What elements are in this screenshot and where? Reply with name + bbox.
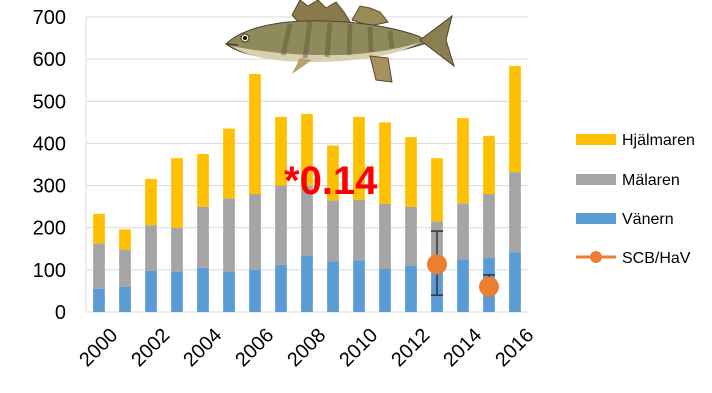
y-tick-label-600: 600 [33, 49, 66, 71]
bar-vänern-2011 [379, 269, 391, 312]
bar-vänern-2014 [457, 259, 469, 312]
bar-hjälmaren-2015 [483, 135, 495, 194]
bar-hjälmaren-2000 [93, 213, 105, 244]
bar-mälaren-2014 [457, 203, 469, 260]
bar-vänern-2003 [171, 271, 183, 312]
x-axis: 2000 2002 2004 2006 2008 2010 2012 2014 2016 [75, 324, 538, 371]
x-tick-label-2012: 2012 [387, 324, 434, 371]
x-tick-label-2004: 2004 [179, 324, 226, 371]
bar-mälaren-2007 [275, 185, 287, 265]
bar-vänern-2004 [197, 267, 209, 312]
bar-vänern-2002 [145, 270, 157, 312]
y-axis: 0 100 200 300 400 500 600 700 [33, 7, 87, 324]
bar-mälaren-2016 [509, 172, 521, 253]
bar-vänern-2012 [405, 265, 417, 312]
annotation-text: *0.14 [284, 159, 378, 203]
y-tick-label-100: 100 [33, 260, 66, 282]
bar-hjälmaren-2002 [145, 178, 157, 226]
bar-mälaren-2003 [171, 227, 183, 272]
bar-mälaren-2008 [301, 185, 313, 256]
bar-hjälmaren-2013 [431, 158, 443, 222]
bar-vänern-2006 [249, 269, 261, 312]
legend-label-hjalmaren: Hjälmaren [622, 132, 695, 149]
legend-swatch-hjalmaren [576, 134, 616, 145]
legend-label-scb-hav: SCB/HaV [622, 250, 691, 267]
legend-item-scb-hav: SCB/HaV [576, 250, 691, 267]
point-scb-hav-2015 [479, 276, 499, 297]
zander-fish-icon [225, 0, 455, 83]
bar-mälaren-2000 [93, 243, 105, 289]
bar-hjälmaren-2010 [353, 116, 365, 200]
bar-vänern-2007 [275, 264, 287, 312]
bar-mälaren-2001 [119, 249, 131, 287]
bar-mälaren-2004 [197, 206, 209, 268]
legend-marker-scb-hav [590, 251, 602, 263]
legend-swatch-malaren [576, 174, 616, 185]
x-tick-label-2010: 2010 [335, 324, 382, 371]
bars [93, 65, 521, 312]
y-tick-label-200: 200 [33, 218, 66, 240]
bar-vänern-2005 [223, 271, 235, 312]
bar-hjälmaren-2005 [223, 128, 235, 199]
bar-hjälmaren-2014 [457, 118, 469, 204]
y-tick-label-500: 500 [33, 91, 66, 113]
x-tick-label-2002: 2002 [127, 324, 174, 371]
bar-mälaren-2005 [223, 198, 235, 272]
bar-hjälmaren-2004 [197, 153, 209, 207]
bar-hjälmaren-2009 [327, 145, 339, 201]
bar-mälaren-2012 [405, 206, 417, 266]
legend-item-vanern: Vänern [576, 211, 674, 228]
bar-vänern-2001 [119, 286, 131, 312]
bar-hjälmaren-2001 [119, 229, 131, 250]
bar-mälaren-2009 [327, 200, 339, 262]
scb-hav-points [427, 230, 499, 297]
bar-hjälmaren-2011 [379, 122, 391, 204]
bar-mälaren-2010 [353, 199, 365, 261]
bar-hjälmaren-2008 [301, 113, 313, 186]
bar-hjälmaren-2006 [249, 73, 261, 194]
legend: Hjälmaren Mälaren Vänern SCB/HaV [576, 132, 695, 267]
y-tick-label-400: 400 [33, 133, 66, 155]
bar-mälaren-2011 [379, 203, 391, 270]
legend-label-malaren: Mälaren [622, 172, 680, 189]
y-tick-label-0: 0 [55, 302, 66, 324]
legend-item-hjalmaren: Hjälmaren [576, 132, 695, 149]
y-tick-label-300: 300 [33, 176, 66, 198]
bar-hjälmaren-2012 [405, 137, 417, 207]
bar-hjälmaren-2016 [509, 65, 521, 173]
x-tick-label-2014: 2014 [439, 324, 486, 371]
x-tick-label-2008: 2008 [283, 324, 330, 371]
bar-vänern-2008 [301, 255, 313, 312]
bar-hjälmaren-2007 [275, 116, 287, 186]
bar-mälaren-2015 [483, 194, 495, 259]
legend-label-vanern: Vänern [622, 211, 674, 228]
bar-hjälmaren-2003 [171, 158, 183, 228]
bar-vänern-2016 [509, 252, 521, 312]
legend-swatch-vanern [576, 213, 616, 224]
bar-vänern-2009 [327, 261, 339, 312]
legend-item-malaren: Mälaren [576, 172, 680, 189]
bar-vänern-2000 [93, 288, 105, 312]
x-tick-label-2006: 2006 [231, 324, 278, 371]
x-tick-label-2000: 2000 [75, 324, 122, 371]
bar-mälaren-2006 [249, 194, 261, 270]
bar-vänern-2010 [353, 260, 365, 312]
x-tick-label-2016: 2016 [491, 324, 538, 371]
point-scb-hav-2013 [427, 254, 447, 275]
bar-mälaren-2002 [145, 225, 157, 271]
y-tick-label-700: 700 [33, 7, 66, 29]
